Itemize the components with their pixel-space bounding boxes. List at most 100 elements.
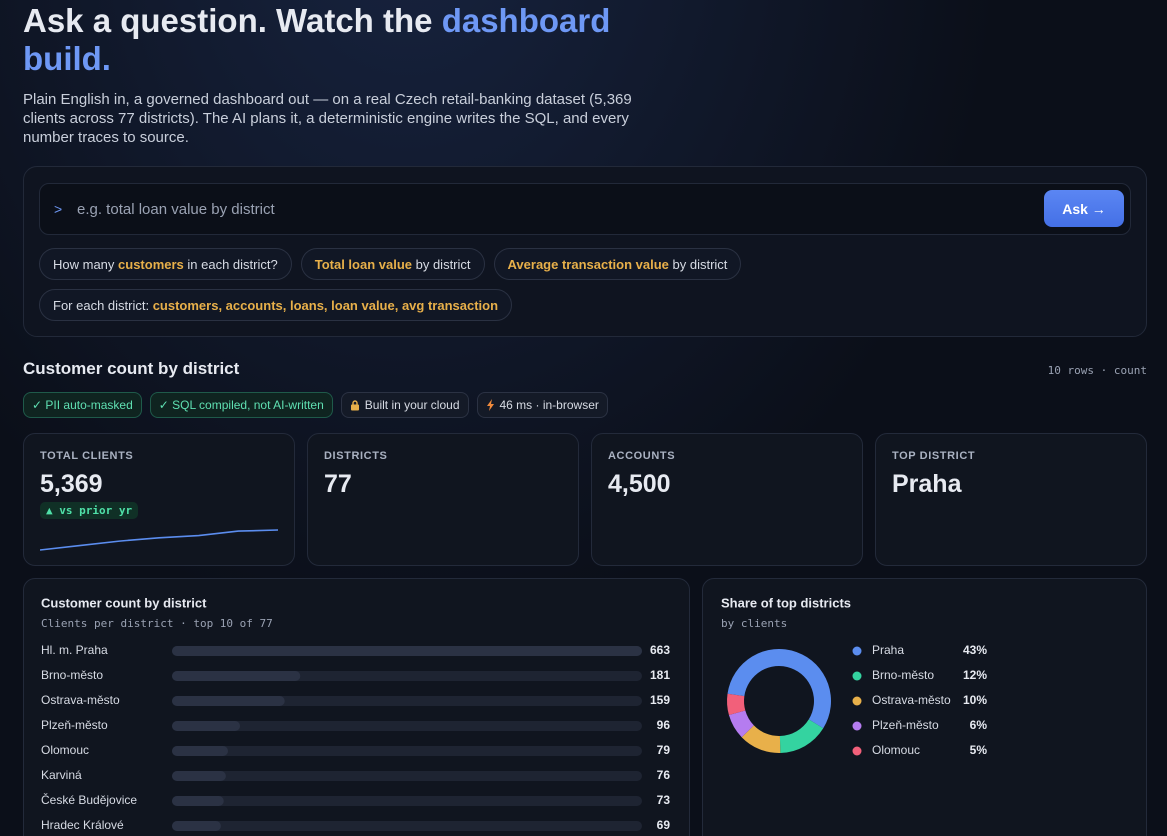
chip-text: customers: [118, 256, 184, 272]
kpi-card: TOP DISTRICT Praha: [875, 433, 1147, 566]
kpi-card: ACCOUNTS 4,500: [591, 433, 863, 566]
legend-value: 5%: [970, 743, 988, 757]
legend-value: 10%: [963, 693, 987, 707]
legend-dot: [852, 746, 862, 756]
kpi-label: TOTAL CLIENTS: [40, 450, 134, 462]
chip-text: Average transaction value: [507, 256, 669, 272]
kpi-delta: ▲ vs prior yr: [40, 502, 139, 519]
bar: [172, 771, 226, 781]
bar-value: 96: [657, 718, 671, 732]
bar-label: Ostrava-město: [41, 693, 120, 707]
chip-text: by district: [668, 256, 728, 272]
suggestion-chip[interactable]: How many customers in each district?: [39, 248, 292, 280]
legend-value: 43%: [963, 643, 987, 657]
kpi-label: ACCOUNTS: [608, 450, 676, 462]
bar: [172, 696, 285, 706]
suggestion-chip[interactable]: Total loan value by district: [300, 248, 485, 280]
badge: 46 ms · in-browser: [476, 392, 608, 418]
legend-label: Brno-město: [872, 668, 934, 682]
badge: ✓ SQL compiled, not AI-written: [149, 392, 333, 418]
sparkline: [40, 529, 279, 551]
bar-value: 79: [657, 743, 671, 757]
legend-label: Plzeň-město: [872, 718, 939, 732]
kpi-value: Praha: [892, 470, 962, 498]
legend-label: Ostrava-město: [872, 693, 951, 707]
bar-label: Brno-město: [41, 668, 103, 682]
donut-slice: [779, 719, 824, 753]
bar-label: Karviná: [41, 768, 82, 782]
suggestion-chip[interactable]: For each district: customers, accounts, …: [39, 289, 513, 321]
legend-label: Praha: [872, 643, 904, 657]
kpi-value: 5,369: [40, 470, 103, 498]
bar-track: [172, 696, 642, 706]
chip-text: Total loan value: [314, 256, 412, 272]
chip-text: by district: [412, 256, 471, 272]
badges: ✓ PII auto-masked ✓ SQL compiled, not AI…: [23, 392, 608, 418]
placeholder: e.g. total loan value by district: [77, 201, 275, 218]
kpi-value: 77: [324, 470, 352, 498]
badge: ✓ PII auto-masked: [23, 392, 142, 418]
section-title: Customer count by district: [23, 359, 240, 378]
ask-button[interactable]: Ask →: [1044, 190, 1124, 227]
donut-slice: [727, 649, 832, 729]
bar-value: 159: [650, 693, 670, 707]
badge-text: Built in your cloud: [364, 398, 460, 412]
legend-dot: [852, 671, 862, 681]
kpi-label: TOP DISTRICT: [892, 450, 976, 462]
badge-text: ✓ PII auto-masked: [32, 398, 133, 412]
bar-track: [172, 771, 642, 781]
suggestion-row: How many customers in each district? Tota…: [39, 248, 742, 280]
chip-text: customers, accounts, loans, loan value, …: [152, 297, 499, 313]
kpi-card: TOTAL CLIENTS 5,369 ▲ vs prior yr: [23, 433, 295, 566]
bar: [172, 821, 221, 831]
bar-track: [172, 821, 642, 831]
bar-label: Hradec Králové: [41, 818, 124, 832]
bar-label: České Budějovice: [41, 792, 137, 807]
badge: Built in your cloud: [340, 392, 469, 418]
sparkline-line: [40, 529, 279, 551]
legend-dot: [852, 721, 862, 731]
bar-track: [172, 721, 642, 731]
lock-icon: [350, 399, 359, 410]
badge-text: ✓ SQL compiled, not AI-written: [158, 398, 324, 412]
title: Ask a question. Watch the: [23, 2, 433, 39]
chart-title: Customer count by district: [41, 595, 207, 610]
donut-card: [702, 578, 1147, 836]
kpi-value: 4,500: [608, 470, 671, 498]
legend-value: 12%: [963, 668, 987, 682]
chart-subtitle: by clients: [721, 617, 787, 630]
bar-label: Plzeň-město: [41, 718, 108, 732]
suggestion-row: For each district: customers, accounts, …: [39, 289, 513, 321]
suggestion-chip[interactable]: Average transaction value by district: [493, 248, 742, 280]
bar-value: 73: [657, 793, 671, 807]
bar: [172, 746, 229, 756]
bar-track: [172, 746, 642, 756]
kpi-card: DISTRICTS 77: [307, 433, 579, 566]
donut-slice: [728, 710, 754, 738]
legend-dot: [852, 646, 862, 656]
query-input[interactable]: > e.g. total loan value by district Ask …: [39, 183, 1131, 235]
bolt-icon: [486, 399, 494, 411]
bar: [172, 721, 241, 731]
bar-card: [23, 578, 690, 836]
bar-value: 181: [650, 668, 670, 682]
section-meta: 10 rows · count: [1047, 364, 1147, 377]
chart-title: Share of top districts: [721, 595, 851, 610]
prompt: >: [54, 201, 63, 217]
charts: Customer count by district Clients per di…: [41, 595, 988, 832]
title-highlight: dashboard build.: [23, 2, 611, 77]
hero-subtitle: Plain English in, a governed dashboard o…: [23, 91, 632, 146]
bar-track: [172, 796, 642, 806]
legend-value: 6%: [970, 718, 988, 732]
chart-subtitle: Clients per district · top 10 of 77: [41, 617, 273, 630]
donut-slice: [741, 725, 781, 753]
legend-label: Olomouc: [872, 743, 920, 757]
chip-text: For each district:: [53, 297, 153, 313]
chip-text: How many: [53, 256, 119, 272]
bar: [172, 671, 301, 681]
bar: [172, 646, 642, 656]
kpi-label: DISTRICTS: [324, 450, 388, 462]
legend-dot: [852, 696, 862, 706]
chip-text: in each district?: [183, 256, 278, 272]
